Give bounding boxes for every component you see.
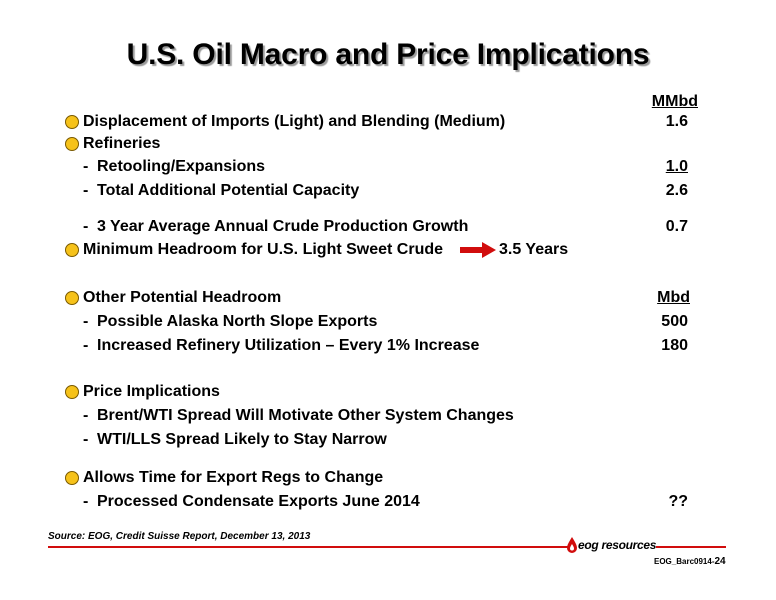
item-value: 1.6 [665,113,688,130]
list-item: Price Implications [0,382,776,402]
dash-marker: - [83,218,89,235]
item-value: 1.0 [665,158,688,175]
item-label: Price Implications [83,383,220,400]
footer-rule [48,546,568,548]
bullet-icon [65,137,79,151]
footer-rule-right [656,546,726,548]
item-value: 0.7 [665,218,688,235]
list-subitem: - Brent/WTI Spread Will Motivate Other S… [0,406,776,426]
doc-id: EOG_Barc0914- [654,557,715,566]
page-number: 24 [714,556,726,567]
dash-marker: - [83,407,89,424]
list-subitem: - 3 Year Average Annual Crude Production… [0,217,776,237]
item-label: Minimum Headroom for U.S. Light Sweet Cr… [83,241,444,258]
dash-marker: - [83,182,89,199]
list-item: Other Potential Headroom Mbd [0,288,776,308]
item-label: 3 Year Average Annual Crude Production G… [97,218,469,235]
unit-label: Mbd [657,289,690,306]
item-label: Possible Alaska North Slope Exports [97,313,378,330]
item-label: Total Additional Potential Capacity [97,182,360,199]
list-subitem: - Increased Refinery Utilization – Every… [0,336,776,356]
source-note: Source: EOG, Credit Suisse Report, Decem… [48,531,311,542]
list-subitem: - Processed Condensate Exports June 2014… [0,492,776,512]
item-label: Refineries [83,135,161,152]
headroom-result: 3.5 Years [499,241,569,258]
eog-logo: eog resources [566,536,658,554]
bullet-icon [65,243,79,257]
item-label: WTI/LLS Spread Likely to Stay Narrow [97,431,387,448]
list-item: Refineries [0,134,776,154]
item-label: Processed Condensate Exports June 2014 [97,493,420,510]
bullet-icon [65,471,79,485]
item-label: Other Potential Headroom [83,289,282,306]
item-label: Increased Refinery Utilization – Every 1… [97,337,480,354]
list-subitem: - Total Additional Potential Capacity 2.… [0,181,776,201]
dash-marker: - [83,337,89,354]
dash-marker: - [83,158,89,175]
item-label: Allows Time for Export Regs to Change [83,469,384,486]
item-label: Brent/WTI Spread Will Motivate Other Sys… [97,407,514,424]
item-value: 500 [661,313,688,330]
bullet-icon [65,291,79,305]
item-value: 180 [661,337,688,354]
flame-drop-icon [567,537,577,553]
item-value: ?? [668,493,688,510]
unit-label: MMbd [651,93,698,110]
list-item: Displacement of Imports (Light) and Blen… [0,112,776,132]
bullet-icon [65,115,79,129]
bullet-icon [65,385,79,399]
item-label: Displacement of Imports (Light) and Blen… [83,113,506,130]
item-value: 2.6 [665,182,688,199]
logo-wordmark: eog resources [578,538,657,552]
slide-id: EOG_Barc0914-24 [654,556,726,567]
list-item: Allows Time for Export Regs to Change [0,468,776,488]
list-subitem: - Possible Alaska North Slope Exports 50… [0,312,776,332]
list-subitem: - Retooling/Expansions 1.0 [0,157,776,177]
units-header-mmbd: MMbd [0,92,776,112]
list-subitem: - WTI/LLS Spread Likely to Stay Narrow [0,430,776,450]
dash-marker: - [83,493,89,510]
page-title: U.S. Oil Macro and Price Implications [126,38,650,71]
item-label: Retooling/Expansions [97,158,266,175]
right-arrow-icon [460,242,496,258]
dash-marker: - [83,431,89,448]
list-item: Minimum Headroom for U.S. Light Sweet Cr… [0,240,776,260]
dash-marker: - [83,313,89,330]
